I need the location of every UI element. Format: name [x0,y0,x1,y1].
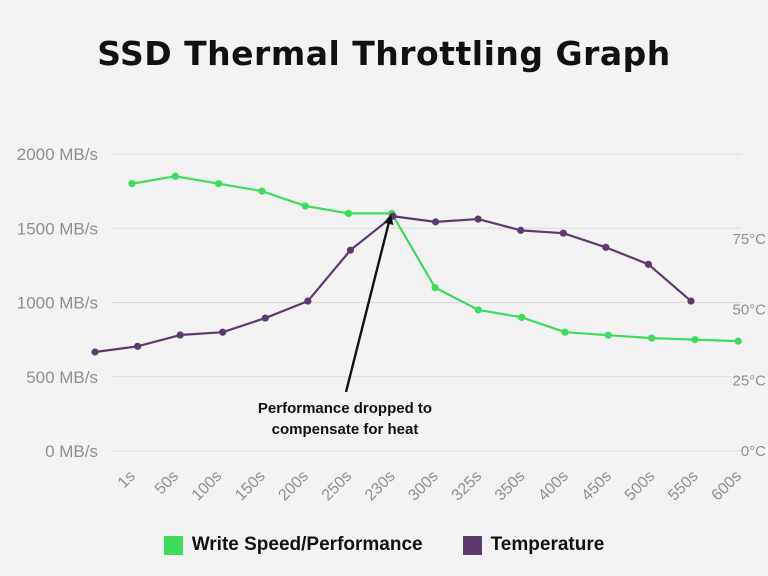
x-tick-label: 250s [319,468,356,505]
x-tick-label: 550s [665,468,702,505]
legend: Write Speed/Performance Temperature [0,534,768,556]
data-point [91,348,99,356]
y-right-tick-label: 50°C [732,302,766,319]
x-axis: 1s 50s 100s 150s 200s 250s 230s 300s 325s 350s 400… [115,468,745,505]
data-point [734,337,742,345]
annotation-text: Performance dropped to [258,400,432,417]
x-tick-label: 400s [535,468,572,505]
series-line-0 [131,175,739,343]
grid [111,153,742,452]
legend-label-temperature: Temperature [490,534,605,555]
data-point [648,334,656,342]
data-point [344,209,353,217]
x-tick-label: 500s [622,468,659,505]
data-point [687,297,695,305]
data-point [219,328,227,336]
data-point [261,314,269,322]
data-point [301,202,309,210]
y-left-tick-label: 1000 MB/s [17,294,98,313]
data-point [602,243,610,251]
data-point [474,306,482,314]
series [91,172,742,356]
annotation-arrow [344,214,394,393]
data-point [559,229,567,237]
data-point [691,336,699,344]
data-point [561,328,569,336]
y-right-tick-label: 25°C [732,372,766,389]
data-point [517,226,525,234]
data-point [644,260,653,268]
y-left-tick-label: 1500 MB/s [17,219,98,238]
x-tick-label: 200s [275,468,312,505]
data-point [346,246,355,254]
x-tick-label: 100s [189,468,226,505]
data-point [304,297,312,305]
legend-swatch-temperature [462,535,482,555]
data-point [128,180,136,188]
legend-swatch-write-speed [163,535,183,555]
data-point [176,331,184,339]
data-point [474,215,482,223]
x-tick-label: 50s [152,468,182,498]
x-tick-label: 300s [405,468,442,505]
data-point [431,284,439,292]
y-right-tick-label: 75°C [732,231,766,248]
x-tick-label: 325s [449,468,486,505]
x-tick-label: 1s [115,468,139,492]
chart-title: SSD Thermal Throttling Graph [97,34,671,73]
x-tick-label: 450s [579,468,616,505]
y-axis-left: 0 MB/s 500 MB/s 1000 MB/s 1500 MB/s 2000 MB/… [17,145,98,461]
y-left-tick-label: 2000 MB/s [17,145,98,164]
series-line-1 [94,215,692,354]
y-right-tick-label: 0°C [741,443,766,460]
data-point [604,331,612,339]
annotation: Performance dropped to compensate for hea… [258,214,432,438]
y-axis-right: 0°C 25°C 50°C 75°C [732,231,766,460]
x-tick-label: 350s [492,468,529,505]
x-tick-label: 150s [232,468,269,505]
data-point [133,342,142,350]
legend-item-write-speed: Write Speed/Performance [163,534,423,556]
x-tick-label: 230s [362,468,399,505]
legend-label-write-speed: Write Speed/Performance [191,534,423,555]
annotation-text: compensate for heat [272,421,419,438]
data-point [258,187,266,195]
x-tick-label: 600s [708,468,745,505]
data-point [431,218,440,226]
y-left-tick-label: 500 MB/s [26,368,98,387]
data-point [215,180,223,188]
legend-item-temperature: Temperature [462,534,605,556]
y-left-tick-label: 0 MB/s [45,442,98,461]
data-point [171,172,179,180]
data-point [518,313,526,321]
